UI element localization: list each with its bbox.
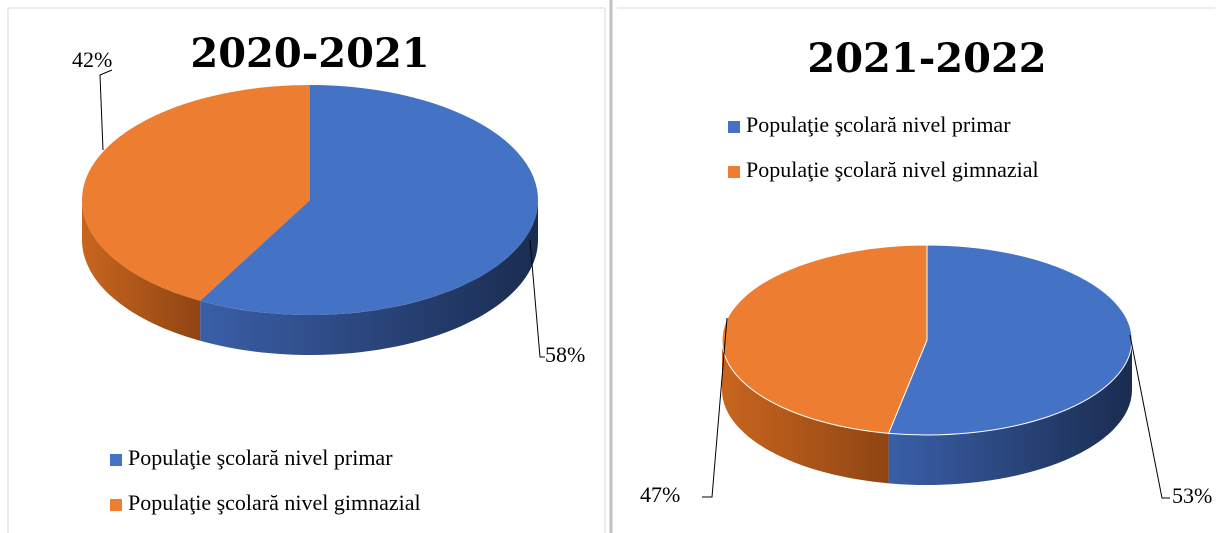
data-label: 42%: [72, 47, 112, 72]
leader-line: [1129, 334, 1170, 499]
slice-side: [200, 200, 538, 355]
slice: [887, 244, 1133, 436]
slice-side: [82, 200, 201, 341]
chart-title: 2020-2021: [190, 30, 429, 77]
leader-line: [529, 239, 545, 358]
data-label: 53%: [1172, 483, 1212, 508]
leader-line: [702, 317, 728, 498]
legend-swatch: [110, 454, 122, 466]
slice: [81, 85, 310, 301]
data-label: 58%: [545, 342, 585, 367]
chart-title: 2021-2022: [807, 35, 1046, 82]
legend-swatch: [110, 499, 122, 511]
legend-label: Populaţie şcolară nivel gimnazial: [128, 490, 421, 515]
legend-label: Populaţie şcolară nivel primar: [746, 112, 1011, 137]
slice-side: [888, 340, 1132, 485]
slice-side: [721, 340, 889, 484]
slice: [721, 244, 928, 434]
leader-line: [99, 69, 113, 151]
data-label: 47%: [640, 482, 680, 507]
legend-swatch: [728, 166, 740, 178]
legend-swatch: [728, 121, 740, 133]
legend-label: Populaţie şcolară nivel gimnazial: [746, 157, 1039, 182]
slice: [200, 85, 538, 315]
legend-label: Populaţie şcolară nivel primar: [128, 445, 393, 470]
